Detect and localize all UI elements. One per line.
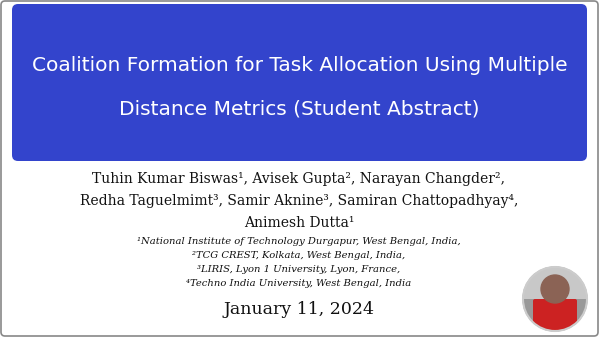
Circle shape	[523, 267, 587, 331]
Text: ²TCG CREST, Kolkata, West Bengal, India,: ²TCG CREST, Kolkata, West Bengal, India,	[192, 250, 406, 259]
Text: Distance Metrics (Student Abstract): Distance Metrics (Student Abstract)	[119, 99, 480, 118]
Wedge shape	[523, 299, 587, 331]
Text: ³LIRIS, Lyon 1 University, Lyon, France,: ³LIRIS, Lyon 1 University, Lyon, France,	[198, 265, 401, 274]
Text: Redha Taguelmimt³, Samir Aknine³, Samiran Chattopadhyay⁴,: Redha Taguelmimt³, Samir Aknine³, Samira…	[80, 194, 518, 208]
FancyBboxPatch shape	[12, 4, 587, 161]
Text: Animesh Dutta¹: Animesh Dutta¹	[244, 216, 354, 230]
FancyBboxPatch shape	[533, 299, 577, 333]
Circle shape	[541, 275, 569, 303]
Text: Tuhin Kumar Biswas¹, Avisek Gupta², Narayan Changder²,: Tuhin Kumar Biswas¹, Avisek Gupta², Nara…	[92, 172, 506, 186]
Text: Coalition Formation for Task Allocation Using Multiple: Coalition Formation for Task Allocation …	[32, 56, 567, 74]
Text: ⁴Techno India University, West Bengal, India: ⁴Techno India University, West Bengal, I…	[186, 278, 412, 287]
Text: ¹National Institute of Technology Durgapur, West Bengal, India,: ¹National Institute of Technology Durgap…	[137, 237, 461, 245]
Wedge shape	[523, 267, 587, 299]
Text: January 11, 2024: January 11, 2024	[223, 302, 374, 318]
